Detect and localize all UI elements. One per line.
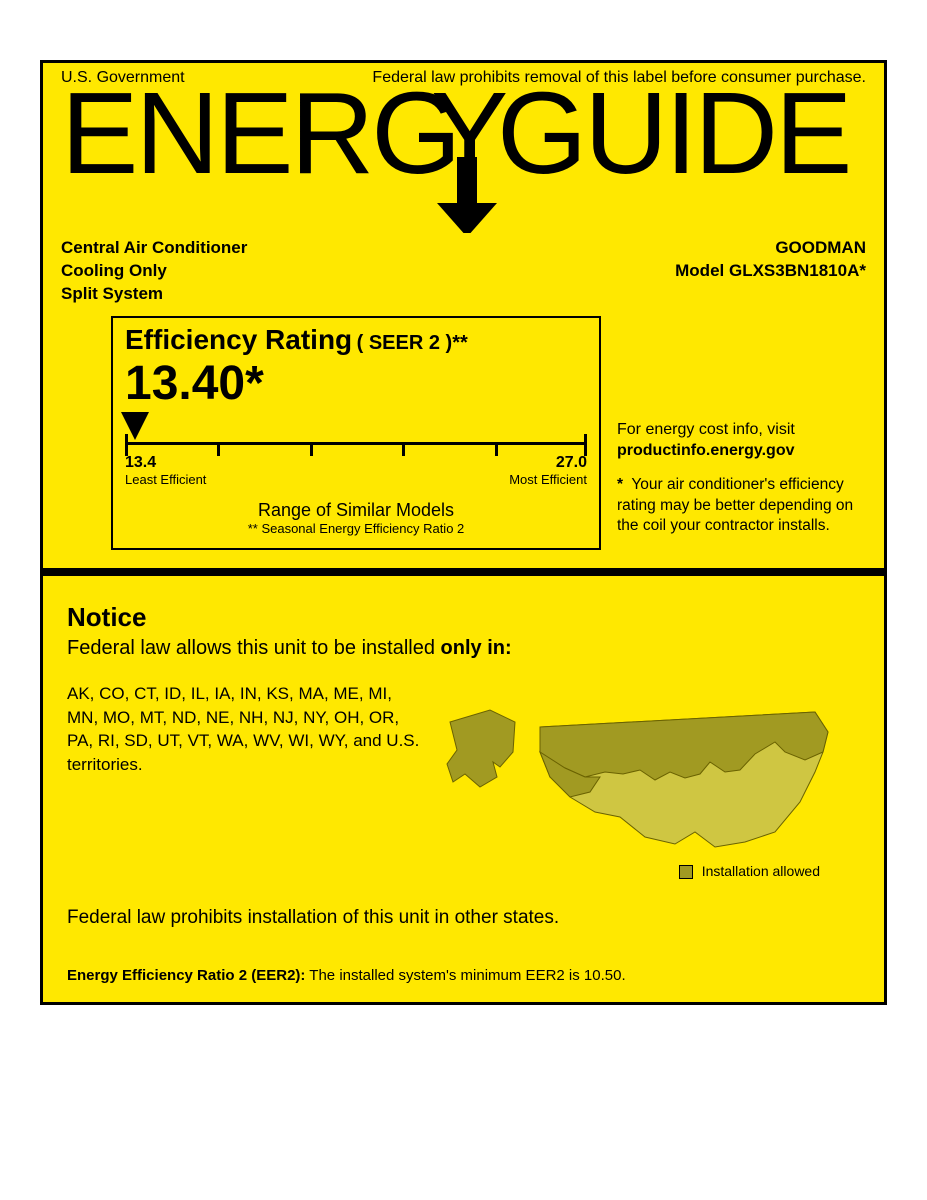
notice-line-bold: only in: [441,637,512,659]
legend-text: Installation allowed [702,863,820,879]
top-section: U.S. Government Federal law prohibits re… [43,63,884,306]
rating-section: Efficiency Rating ( SEER 2 )** 13.40* [43,306,884,568]
footnote-text: Your air conditioner's efficiency rating… [617,476,853,533]
model-prefix: Model [675,261,729,280]
rating-footnote: * Your air conditioner's efficiency rati… [617,475,866,535]
rating-heading: Efficiency Rating ( SEER 2 )** [125,324,587,356]
visit-url: productinfo.energy.gov [617,441,866,462]
efficiency-rating-box: Efficiency Rating ( SEER 2 )** 13.40* [111,316,601,550]
scale-max-value: 27.0 [509,454,587,472]
map-legend: Installation allowed [445,863,860,879]
section-divider [43,568,884,576]
scale-max-label: Most Efficient [509,472,587,487]
rating-value: 13.40* [125,360,587,408]
efficiency-scale: 13.4 Least Efficient 27.0 Most Efficient [125,412,587,482]
us-map-icon [445,682,835,852]
visit-line: For energy cost info, visit [617,420,866,441]
states-list: AK, CO, CT, ID, IL, IA, IN, KS, MA, ME, … [67,682,427,777]
eer2-text: The installed system's minimum EER2 is 1… [305,967,625,984]
notice-line-pre: Federal law allows this unit to be insta… [67,637,441,659]
page: U.S. Government Federal law prohibits re… [0,0,927,1200]
product-info-row: Central Air Conditioner Cooling Only Spl… [61,237,866,306]
energy-guide-label: U.S. Government Federal law prohibits re… [40,60,887,1005]
eer2-label: Energy Efficiency Ratio 2 (EER2): [67,967,305,984]
svg-text:GUIDE: GUIDE [497,73,849,198]
title-block: ENERG Y GUIDE [61,73,866,233]
rating-sidebar: For energy cost info, visit productinfo.… [617,316,866,550]
model-line: Model GLXS3BN1810A* [675,260,866,283]
scale-tick [125,434,128,456]
notice-section: Notice Federal law allows this unit to b… [43,576,884,1002]
range-subcaption: ** Seasonal Energy Efficiency Ratio 2 [125,521,587,536]
notice-line: Federal law allows this unit to be insta… [67,637,860,660]
scale-min-label: Least Efficient [125,472,206,487]
prohibit-line: Federal law prohibits installation of th… [67,907,860,929]
range-caption: Range of Similar Models [125,500,587,521]
rating-title: Efficiency Rating [125,324,352,355]
product-type-3: Split System [61,283,247,306]
model-number: GLXS3BN1810A* [729,261,866,280]
scale-min-value: 13.4 [125,454,206,472]
energyguide-logo: ENERG Y GUIDE [61,73,871,233]
product-type-2: Cooling Only [61,260,247,283]
brand-name: GOODMAN [675,237,866,260]
product-type-1: Central Air Conditioner [61,237,247,260]
scale-max-block: 27.0 Most Efficient [509,454,587,487]
scale-labels: 13.4 Least Efficient 27.0 Most Efficient [125,454,587,487]
product-type-block: Central Air Conditioner Cooling Only Spl… [61,237,247,306]
brand-model-block: GOODMAN Model GLXS3BN1810A* [675,237,866,306]
notice-columns: AK, CO, CT, ID, IL, IA, IN, KS, MA, ME, … [67,682,860,879]
eer2-line: Energy Efficiency Ratio 2 (EER2): The in… [67,967,860,992]
scale-min-block: 13.4 Least Efficient [125,454,206,487]
scale-tick [584,434,587,456]
legend-swatch [679,865,693,879]
svg-text:ENERG: ENERG [61,73,459,198]
scale-axis [125,442,587,445]
rating-paren: ( SEER 2 )** [357,332,468,354]
map-block: Installation allowed [445,682,860,879]
notice-heading: Notice [67,602,860,633]
footnote-star: * [617,476,623,493]
